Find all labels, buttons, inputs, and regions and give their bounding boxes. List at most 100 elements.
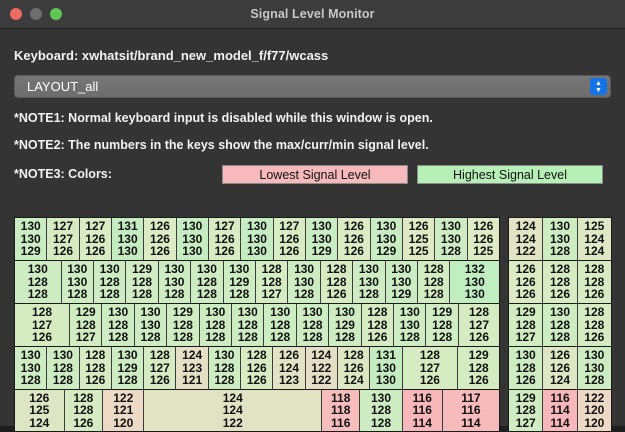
key-min-value: 127 <box>515 330 536 345</box>
stepper-up-down-icon[interactable]: ▲ ▼ <box>590 78 607 95</box>
key-cell[interactable]: 128 127 126 <box>458 304 500 346</box>
key-cell[interactable]: 126 124 123 <box>273 347 306 389</box>
key-cell[interactable]: 128 128 126 <box>577 261 611 303</box>
key-cell[interactable]: 132 130 130 <box>450 261 500 303</box>
key-cell[interactable]: 130 128 128 <box>102 304 135 346</box>
key-cell[interactable]: 130 130 128 <box>158 261 192 303</box>
key-cell[interactable]: 127 126 126 <box>208 218 242 260</box>
key-curr-value: 129 <box>117 360 138 375</box>
key-cell[interactable]: 117 116 114 <box>442 390 499 431</box>
key-cell[interactable]: 130 130 130 <box>176 218 209 260</box>
key-cell[interactable]: 130 130 128 <box>435 218 468 260</box>
key-min-value: 130 <box>182 244 203 259</box>
key-cell[interactable]: 130 128 128 <box>264 304 297 346</box>
key-cell[interactable]: 128 128 128 <box>418 261 451 303</box>
key-cell[interactable]: 116 116 114 <box>402 390 443 431</box>
key-cell[interactable]: 130 129 128 <box>329 304 362 346</box>
key-cell[interactable]: 129 128 127 <box>509 304 544 346</box>
key-cell[interactable]: 130 128 128 <box>93 261 127 303</box>
key-cell[interactable]: 130 128 128 <box>232 304 265 346</box>
key-cell[interactable]: 127 126 126 <box>273 218 306 260</box>
key-cell[interactable]: 130 128 128 <box>360 390 403 431</box>
key-max-value: 128 <box>367 305 388 320</box>
key-cell[interactable]: 128 128 126 <box>577 304 611 346</box>
key-cell[interactable]: 130 129 128 <box>223 261 256 303</box>
key-cell[interactable]: 130 130 129 <box>15 218 48 260</box>
key-cell[interactable]: 125 124 124 <box>577 218 611 260</box>
key-cell[interactable]: 122 120 120 <box>577 390 611 431</box>
key-cell[interactable]: 124 122 122 <box>305 347 338 389</box>
key-cell[interactable]: 129 128 128 <box>167 304 200 346</box>
key-cell[interactable]: 129 128 127 <box>70 304 103 346</box>
key-cell[interactable]: 130 129 128 <box>111 347 145 389</box>
key-cell[interactable]: 124 123 121 <box>176 347 209 389</box>
key-max-value: 130 <box>294 262 315 277</box>
key-cell[interactable]: 130 128 128 <box>47 347 80 389</box>
key-cell[interactable]: 130 130 129 <box>370 218 403 260</box>
key-cell[interactable]: 130 128 126 <box>509 347 544 389</box>
key-cell[interactable]: 128 128 126 <box>543 261 578 303</box>
key-cell[interactable]: 130 130 128 <box>15 347 48 389</box>
key-max-value: 130 <box>237 305 258 320</box>
key-cell[interactable]: 126 126 126 <box>144 218 177 260</box>
key-cell[interactable]: 127 127 126 <box>47 218 80 260</box>
key-cell[interactable]: 128 126 124 <box>337 347 371 389</box>
layout-select[interactable]: LAYOUT_all ▲ ▼ <box>14 75 611 98</box>
key-cell[interactable]: 128 126 126 <box>241 347 274 389</box>
key-cell[interactable]: 129 128 128 <box>126 261 159 303</box>
key-cell[interactable]: 126 126 124 <box>543 347 578 389</box>
key-cell[interactable]: 131 130 130 <box>370 347 403 389</box>
key-cell[interactable]: 130 130 128 <box>353 261 386 303</box>
key-cell[interactable]: 122 121 120 <box>103 390 145 431</box>
key-cell[interactable]: 126 126 126 <box>338 218 371 260</box>
key-cell[interactable]: 130 130 129 <box>385 261 418 303</box>
key-cell[interactable]: 126 126 125 <box>467 218 499 260</box>
key-cell[interactable]: 129 128 128 <box>426 304 459 346</box>
key-cell[interactable]: 128 128 127 <box>255 261 289 303</box>
key-cell[interactable]: 118 118 116 <box>322 390 361 431</box>
key-cell[interactable]: 128 128 126 <box>361 304 395 346</box>
key-cell[interactable]: 130 128 128 <box>208 347 242 389</box>
key-curr-value: 128 <box>75 317 96 332</box>
key-cell[interactable]: 128 128 126 <box>79 347 112 389</box>
key-min-value: 126 <box>73 415 94 430</box>
minimize-window-button[interactable] <box>30 8 42 20</box>
key-cell[interactable]: 131 130 130 <box>111 218 145 260</box>
key-cell[interactable]: 130 130 128 <box>61 261 94 303</box>
key-cell[interactable]: 130 130 128 <box>288 261 321 303</box>
key-cell[interactable]: 130 128 128 <box>543 304 578 346</box>
key-cell[interactable]: 126 126 126 <box>509 261 544 303</box>
key-cell[interactable]: 130 128 128 <box>15 261 62 303</box>
key-cell[interactable]: 130 130 128 <box>134 304 168 346</box>
key-curr-value: 128 <box>515 317 536 332</box>
key-cell[interactable]: 128 127 126 <box>15 304 71 346</box>
key-cell[interactable]: 130 130 128 <box>543 218 578 260</box>
key-cell[interactable]: 130 130 128 <box>394 304 427 346</box>
key-max-value: 130 <box>376 219 397 234</box>
key-cell[interactable]: 130 130 129 <box>305 218 339 260</box>
key-cell[interactable]: 128 128 126 <box>64 390 104 431</box>
key-cell[interactable]: 128 127 126 <box>144 347 177 389</box>
maximize-window-button[interactable] <box>50 8 62 20</box>
key-cell[interactable]: 124 124 122 <box>509 218 544 260</box>
key-curr-value: 128 <box>73 403 94 418</box>
key-cell[interactable]: 116 114 114 <box>543 390 578 431</box>
key-cell[interactable]: 124 124 122 <box>144 390 323 431</box>
key-cell[interactable]: 130 130 130 <box>241 218 274 260</box>
key-cell[interactable]: 127 126 126 <box>79 218 112 260</box>
key-min-value: 128 <box>423 287 444 302</box>
key-cell[interactable]: 126 125 124 <box>15 390 65 431</box>
key-cell[interactable]: 129 128 127 <box>509 390 544 431</box>
key-cell[interactable]: 130 128 128 <box>296 304 330 346</box>
key-curr-value: 128 <box>108 317 129 332</box>
close-window-button[interactable] <box>10 8 22 20</box>
key-cell[interactable]: 128 127 126 <box>402 347 459 389</box>
key-cell[interactable]: 130 130 128 <box>577 347 611 389</box>
key-cell[interactable]: 130 128 128 <box>191 261 224 303</box>
key-cell[interactable]: 126 125 125 <box>402 218 436 260</box>
key-cell[interactable]: 128 128 126 <box>320 261 354 303</box>
key-min-value: 126 <box>149 373 170 388</box>
key-min-value: 127 <box>261 287 282 302</box>
key-cell[interactable]: 129 128 126 <box>458 347 500 389</box>
key-cell[interactable]: 130 128 128 <box>199 304 233 346</box>
